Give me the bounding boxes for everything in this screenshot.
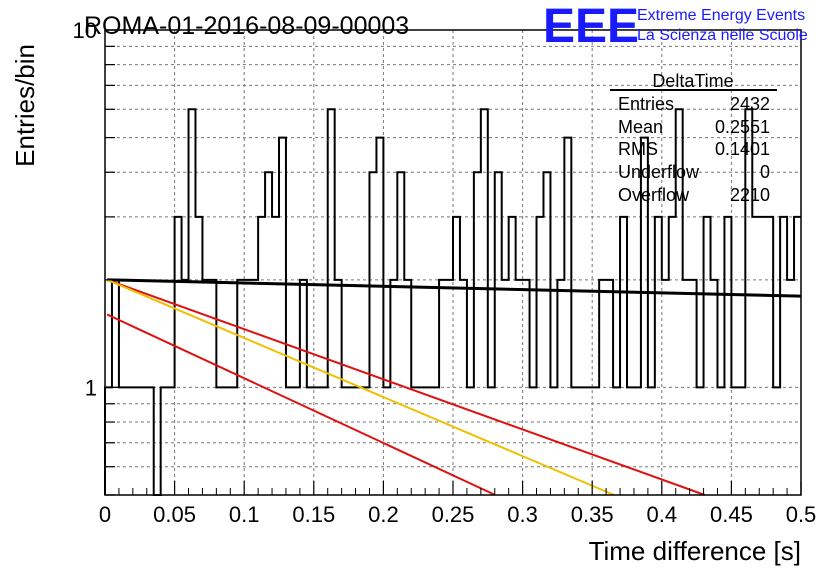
y-axis-label: Entries/bin: [10, 44, 40, 167]
fit-curve: [106, 313, 496, 496]
stats-label: Overflow: [618, 185, 690, 205]
stats-value: 2432: [730, 94, 770, 114]
x-tick-label: 0.4: [647, 502, 678, 527]
fit-curve: [106, 278, 615, 496]
x-tick-label: 0.05: [153, 502, 196, 527]
stats-value: 0.2551: [715, 117, 770, 137]
fit-curve: [106, 278, 706, 496]
stats-value: 0.1401: [715, 139, 770, 159]
stats-label: Underflow: [618, 162, 700, 182]
x-tick-label: 0.2: [368, 502, 399, 527]
y-tick-label: 1: [85, 375, 97, 400]
x-tick-label: 0.1: [229, 502, 260, 527]
histogram: [104, 108, 801, 496]
logo-line2: La Scienza nelle Scuole: [637, 27, 808, 44]
x-tick-label: 0.45: [710, 502, 753, 527]
histogram-steps: [104, 108, 801, 496]
fit-lines: [106, 278, 802, 496]
x-tick-label: 0.35: [571, 502, 614, 527]
stats-label: RMS: [618, 139, 658, 159]
stats-label: Mean: [618, 117, 663, 137]
y-tick-label: 10: [73, 18, 97, 43]
stats-box: DeltaTime Entries 2432 Mean 0.2551 RMS 0…: [610, 71, 777, 205]
stats-label: Entries: [618, 94, 674, 114]
stats-title: DeltaTime: [652, 71, 733, 91]
x-tick-label: 0.15: [292, 502, 335, 527]
stats-value: 2210: [730, 185, 770, 205]
x-tick-label: 0: [99, 502, 111, 527]
x-tick-label: 0.3: [507, 502, 538, 527]
x-tick-label: 0.5: [786, 502, 817, 527]
axes: 0 0.05 0.1 0.15 0.2 0.25 0.3 0.35 0.4 0.45 0.5 1 10: [73, 18, 817, 527]
logo-line1: Extreme Energy Events: [637, 7, 805, 24]
stats-value: 0: [760, 162, 770, 182]
fit-curve: [107, 278, 802, 298]
x-tick-label: 0.25: [432, 502, 475, 527]
eee-logo: EEE: [543, 0, 639, 53]
x-axis-label: Time difference [s]: [589, 536, 801, 566]
chart-title: ROMA-01-2016-08-09-00003: [84, 12, 409, 40]
